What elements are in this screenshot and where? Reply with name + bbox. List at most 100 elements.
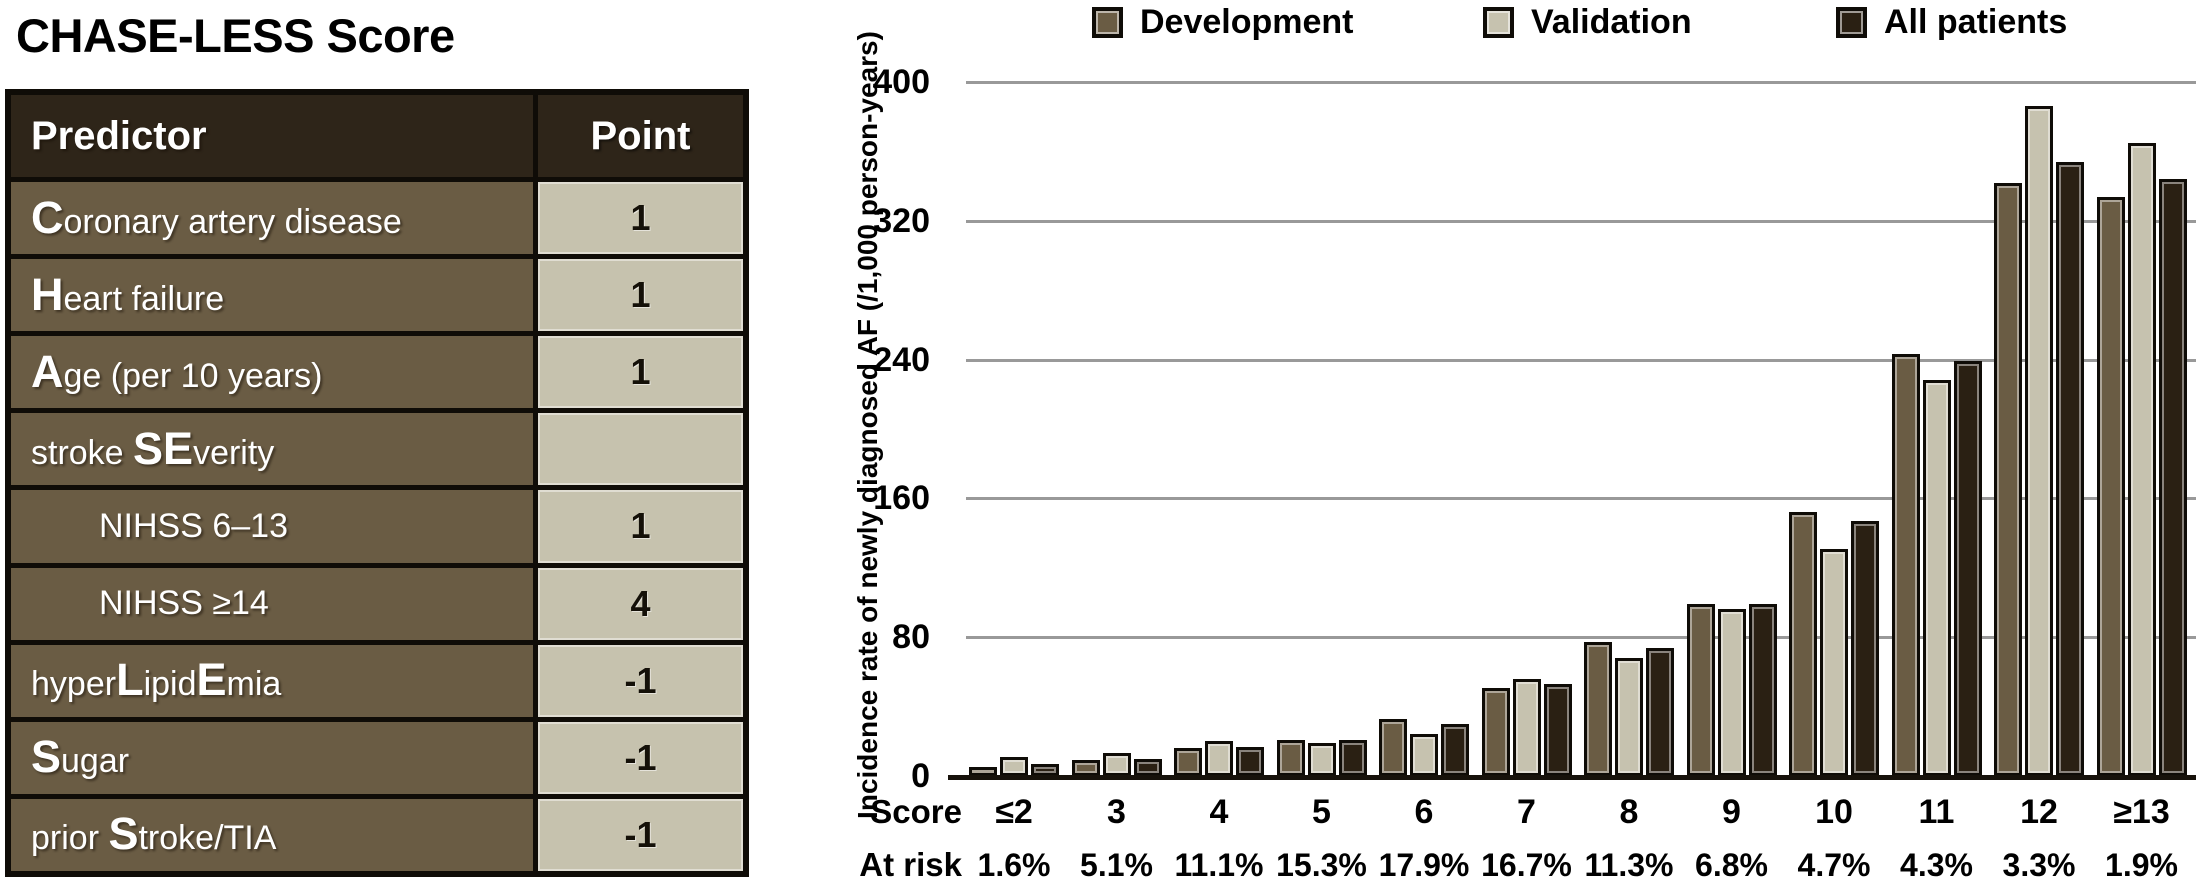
bar-development-score-5 xyxy=(1276,740,1305,776)
score-tick-label: ≥13 xyxy=(2113,793,2170,831)
point-cell: 1 xyxy=(538,336,743,409)
table-row: Coronary artery disease 1 xyxy=(11,182,743,255)
bar-all-patients-score-7 xyxy=(1543,684,1572,776)
predictor-cell: prior Stroke/TIA xyxy=(11,798,533,871)
point-cell: 1 xyxy=(538,490,743,563)
bar-development-score-6 xyxy=(1379,719,1407,776)
y-tick-label-80: 80 xyxy=(892,618,930,657)
point-cell xyxy=(538,413,743,486)
score-tick-label: 6 xyxy=(1414,793,1434,831)
predictor-label: NIHSS ≥14 xyxy=(99,584,269,623)
at-risk-value: 1.6% xyxy=(977,847,1051,883)
bar-all-patients-score-4 xyxy=(1236,747,1264,776)
predictor-cell: Coronary artery disease xyxy=(11,182,533,255)
table-row: NIHSS ≥14 4 xyxy=(11,567,743,640)
chase-less-score-table: Predictor Point Coronary artery disease 1… xyxy=(5,89,749,877)
point-cell: -1 xyxy=(538,721,743,794)
predictor-cell: NIHSS 6–13 xyxy=(11,490,533,563)
gridline-160 xyxy=(966,497,2196,501)
table-row: Sugar -1 xyxy=(11,721,743,794)
bar-development-score-≥13 xyxy=(2096,197,2125,776)
y-tick-label-160: 160 xyxy=(873,479,930,518)
table-row: prior Stroke/TIA -1 xyxy=(11,798,743,871)
predictor-label: stroke SEverity xyxy=(31,422,275,474)
table-row: stroke SEverity xyxy=(11,413,743,486)
at-risk-value: 5.1% xyxy=(1080,847,1153,883)
bar-development-score-11 xyxy=(1891,354,1920,776)
point-cell: 1 xyxy=(538,259,743,332)
bar-all-patients-score-3 xyxy=(1133,759,1162,776)
bar-validation-score-7 xyxy=(1512,679,1541,776)
score-tick-label: 3 xyxy=(1107,793,1126,831)
y-tick-label-320: 320 xyxy=(873,201,930,240)
page-title: CHASE-LESS Score xyxy=(16,9,455,62)
predictor-label: hyperLipidEmia xyxy=(31,654,282,706)
point-cell: -1 xyxy=(538,798,743,871)
bar-all-patients-score-9 xyxy=(1748,604,1777,776)
bar-development-score-8 xyxy=(1584,642,1612,776)
point-cell: 4 xyxy=(538,567,743,640)
bar-development-score-10 xyxy=(1789,512,1817,776)
bar-validation-score-≤2 xyxy=(1000,757,1028,776)
predictor-cell: hyperLipidEmia xyxy=(11,644,533,717)
bar-all-patients-score-≤2 xyxy=(1031,764,1059,776)
bar-validation-score-3 xyxy=(1102,753,1131,776)
gridline-240 xyxy=(966,358,2196,362)
bar-all-patients-score-≥13 xyxy=(2158,179,2187,776)
score-tick-label: 11 xyxy=(1918,793,1955,831)
bar-validation-score-6 xyxy=(1410,734,1438,776)
legend-label: Validation xyxy=(1531,3,1692,41)
bar-all-patients-score-6 xyxy=(1441,724,1469,776)
bar-validation-score-11 xyxy=(1922,380,1951,776)
at-risk-value: 4.3% xyxy=(1900,847,1973,883)
predictor-column-header: Predictor xyxy=(11,95,533,177)
bar-all-patients-score-5 xyxy=(1338,740,1367,776)
bar-validation-score-5 xyxy=(1307,743,1336,776)
at-risk-value: 11.1% xyxy=(1174,847,1264,883)
gridline-400 xyxy=(966,81,2196,84)
gridline-320 xyxy=(966,219,2196,223)
at-risk-value: 15.3% xyxy=(1276,847,1367,883)
predictor-cell: Sugar xyxy=(11,721,533,794)
predictor-cell: Age (per 10 years) xyxy=(11,336,533,409)
legend-label: All patients xyxy=(1884,3,2068,41)
score-tick-label: 12 xyxy=(2020,793,2058,831)
table-row: Heart failure 1 xyxy=(11,259,743,332)
at-risk-value: 4.7% xyxy=(1797,847,1871,883)
bar-all-patients-score-12 xyxy=(2056,162,2084,776)
predictor-cell: Heart failure xyxy=(11,259,533,332)
at-risk-value: 11.3% xyxy=(1584,847,1674,883)
score-row-caption: Score xyxy=(870,793,962,830)
bar-development-score-3 xyxy=(1071,760,1100,776)
table-header-row: Predictor Point xyxy=(11,95,743,177)
x-axis-line xyxy=(948,775,2196,780)
bar-development-score-7 xyxy=(1481,688,1510,776)
predictor-label: Heart failure xyxy=(31,268,225,320)
bar-development-score-9 xyxy=(1686,604,1715,776)
bar-development-score-≤2 xyxy=(969,767,997,776)
at-risk-value: 6.8% xyxy=(1695,847,1768,883)
bar-development-score-4 xyxy=(1174,748,1202,776)
bar-validation-score-9 xyxy=(1717,609,1746,776)
at-risk-value: 3.3% xyxy=(2002,847,2076,883)
legend-swatch-icon xyxy=(1483,7,1514,38)
predictor-label: Coronary artery disease xyxy=(31,191,402,243)
predictor-cell: NIHSS ≥14 xyxy=(11,567,533,640)
at-risk-row-caption: At risk xyxy=(859,846,962,883)
bar-all-patients-score-10 xyxy=(1851,521,1879,776)
gridline-80 xyxy=(966,636,2196,640)
score-tick-label: 7 xyxy=(1517,793,1536,831)
legend-item-development: Development xyxy=(1092,3,1354,42)
bar-validation-score-8 xyxy=(1615,658,1643,776)
predictor-label: prior Stroke/TIA xyxy=(31,808,277,860)
at-risk-value: 1.9% xyxy=(2105,847,2178,883)
point-column-header: Point xyxy=(538,95,743,177)
predictor-label: NIHSS 6–13 xyxy=(99,506,288,545)
bar-all-patients-score-8 xyxy=(1646,648,1674,776)
y-tick-label-240: 240 xyxy=(873,340,930,379)
score-tick-label: 10 xyxy=(1815,793,1853,831)
table-row: hyperLipidEmia -1 xyxy=(11,644,743,717)
legend-item-validation: Validation xyxy=(1483,3,1692,42)
bar-validation-score-10 xyxy=(1820,549,1848,776)
